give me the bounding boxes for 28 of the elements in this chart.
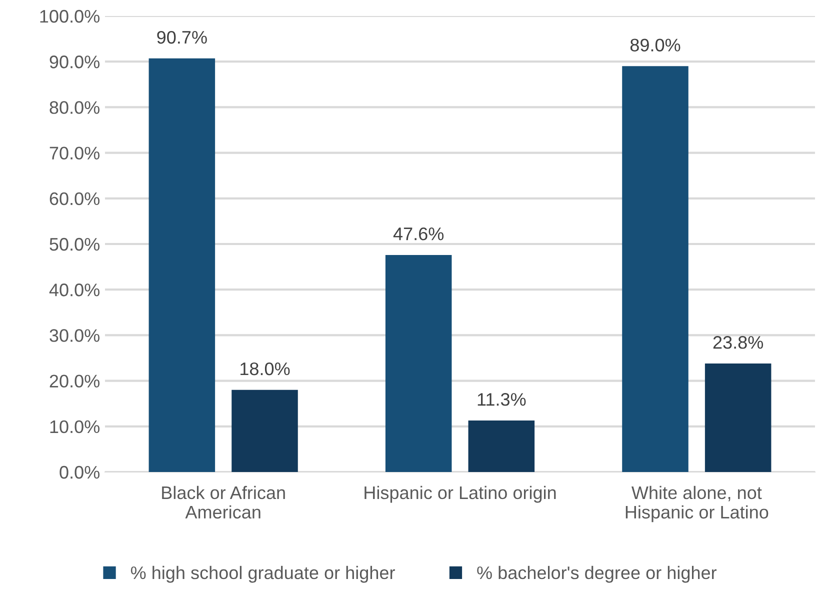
y-tick-label: 70.0%: [50, 146, 100, 160]
bar: [232, 390, 298, 472]
y-tick-label: 80.0%: [50, 101, 100, 114]
data-label: 23.8%: [713, 336, 764, 349]
bar: [148, 58, 216, 472]
y-tick-label: 60.0%: [50, 192, 100, 206]
bar: [468, 420, 535, 472]
legend-label: % high school graduate or higher: [130, 566, 395, 583]
y-tick-label: 40.0%: [49, 284, 100, 296]
data-label: 18.0%: [240, 362, 290, 376]
y-tick-label: 100.0%: [40, 10, 100, 23]
bar: [385, 254, 452, 472]
y-tick-label: 20.0%: [50, 374, 100, 388]
data-label: 47.6%: [393, 227, 444, 240]
bar: [704, 363, 772, 472]
x-tick-label: White alone, not Hispanic or Latino: [626, 486, 768, 522]
y-tick-label: 30.0%: [50, 329, 100, 342]
data-label: 90.7%: [157, 30, 207, 44]
y-tick-label: 0.0%: [60, 466, 100, 479]
y-tick-label: 10.0%: [50, 420, 100, 434]
data-label: 89.0%: [630, 38, 680, 52]
y-tick-label: 50.0%: [50, 238, 100, 251]
x-tick-label: Hispanic or Latino origin: [364, 486, 556, 503]
data-label: 11.3%: [478, 393, 526, 406]
y-tick-label: 90.0%: [50, 56, 100, 68]
x-tick-label: Black or African American: [162, 486, 285, 519]
legend-label: % bachelor's degree or higher: [477, 566, 717, 583]
bar: [622, 66, 688, 472]
